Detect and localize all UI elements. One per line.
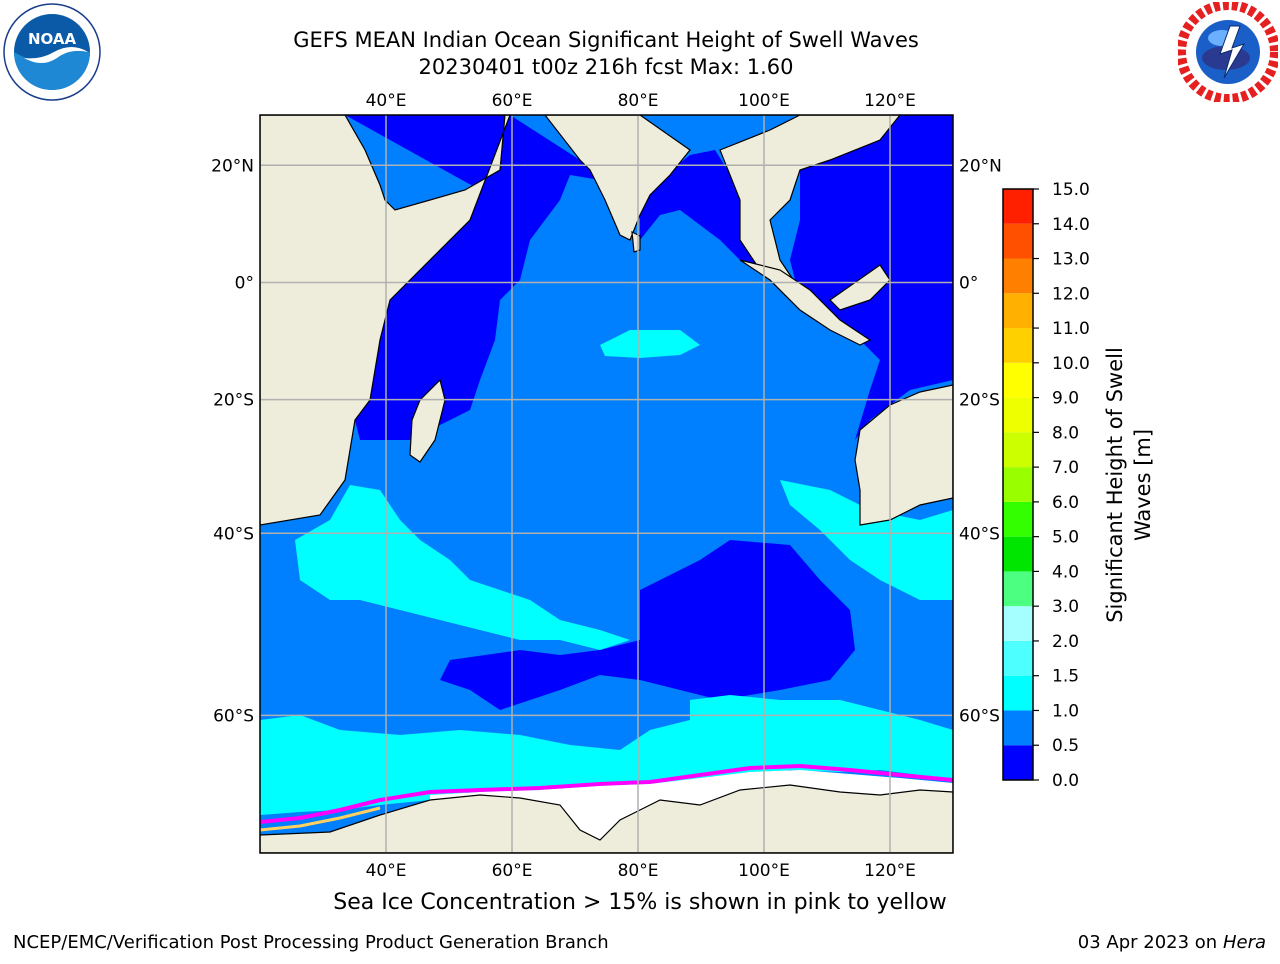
colorbar-swatch xyxy=(1003,536,1033,572)
chart-title: GEFS MEAN Indian Ocean Significant Heigh… xyxy=(293,28,919,52)
sea-ice-edge xyxy=(260,763,953,824)
footer-date: 03 Apr 2023 on Hera xyxy=(1078,932,1266,953)
colorbar-tick-label: 0.0 xyxy=(1052,771,1079,791)
lon-label-bottom: 40°E xyxy=(366,861,407,881)
colorbar-label-line1: Significant Height of Swell xyxy=(1103,347,1127,623)
lon-label-bottom: 80°E xyxy=(618,861,659,881)
sea-ice-caption: Sea Ice Concentration > 15% is shown in … xyxy=(333,890,947,915)
lon-label-bottom: 60°E xyxy=(492,861,533,881)
colorbar-swatch xyxy=(1003,397,1033,433)
lat-label-right: 20°S xyxy=(959,391,1000,411)
calm-region-bay-of-bengal xyxy=(640,150,770,280)
colorbar-swatch xyxy=(1003,745,1033,780)
lat-label-right: 20°N xyxy=(959,156,1002,176)
noaa-logo: NOAA xyxy=(3,3,101,101)
colorbar-tick-label: 10.0 xyxy=(1052,354,1090,374)
lon-label-top: 40°E xyxy=(366,91,407,111)
colorbar-tick-label: 1.0 xyxy=(1052,701,1079,721)
colorbar-label-line2: Waves [m] xyxy=(1131,429,1155,541)
colorbar-tick-label: 4.0 xyxy=(1052,562,1079,582)
colorbar-tick-label: 5.0 xyxy=(1052,528,1079,548)
land-australia xyxy=(854,384,953,526)
swell-region-central xyxy=(600,330,700,358)
nws-logo xyxy=(1178,2,1278,102)
colorbar-tick-label: 3.0 xyxy=(1052,597,1079,617)
footer-host: Hera xyxy=(1222,932,1266,953)
map-frame xyxy=(259,114,954,854)
lat-label-left: 20°S xyxy=(213,391,254,411)
colorbar: 0.0 0.5 1.0 1.5 2.0 3.0 4.0 5.0 6.0 7.0 8.0 9.0 10.0… xyxy=(1002,180,1090,791)
lat-label-right: 0° xyxy=(959,273,978,293)
swell-region-southwest xyxy=(295,485,630,650)
lon-label-bottom: 120°E xyxy=(864,861,916,881)
colorbar-tick-label: 1.5 xyxy=(1052,667,1079,687)
colorbar-tick-label: 8.0 xyxy=(1052,423,1079,443)
colorbar-tick-label: 15.0 xyxy=(1052,180,1090,200)
swell-region-east xyxy=(780,480,953,600)
colorbar-swatch xyxy=(1003,606,1033,641)
land-sumatra-borneo xyxy=(739,259,891,346)
lat-label-left: 20°N xyxy=(211,156,254,176)
sea-ice-yellow xyxy=(260,806,381,832)
lon-labels-bottom: 40°E 60°E 80°E 100°E 120°E xyxy=(366,861,916,881)
colorbar-tick-label: 13.0 xyxy=(1052,250,1090,270)
land-madagascar xyxy=(409,378,446,463)
lat-label-left: 40°S xyxy=(213,524,254,544)
lon-label-top: 100°E xyxy=(738,91,790,111)
colorbar-frame xyxy=(1002,188,1034,781)
land-india xyxy=(544,115,691,241)
colorbar-swatch xyxy=(1003,571,1033,607)
calm-region-arabian-sea xyxy=(345,115,600,440)
lon-labels-top: 40°E 60°E 80°E 100°E 120°E xyxy=(366,91,916,111)
colorbar-swatch xyxy=(1003,328,1033,363)
lat-label-right: 40°S xyxy=(959,524,1000,544)
map-gridlines xyxy=(260,115,953,853)
colorbar-swatch xyxy=(1003,293,1033,329)
lon-label-top: 80°E xyxy=(618,91,659,111)
lat-labels-left: 20°N 0° 20°S 40°S 60°S xyxy=(211,156,254,726)
colorbar-swatch xyxy=(1003,640,1033,676)
colorbar-tick-label: 7.0 xyxy=(1052,458,1079,478)
colorbar-swatch xyxy=(1003,223,1033,259)
lat-label-left: 0° xyxy=(235,273,254,293)
colorbar-swatch xyxy=(1003,501,1033,537)
footer-date-text: 03 Apr 2023 on xyxy=(1077,932,1223,953)
colorbar-swatch xyxy=(1003,432,1033,468)
colorbar-swatch xyxy=(1003,675,1033,711)
swell-region-southern-band xyxy=(260,695,953,815)
chart-subtitle: 20230401 t00z 216h fcst Max: 1.60 xyxy=(418,55,794,79)
lat-label-left: 60°S xyxy=(213,706,254,726)
land-southeast-asia xyxy=(719,115,901,301)
land-antarctica xyxy=(260,784,953,853)
colorbar-tick-label: 2.0 xyxy=(1052,632,1079,652)
lat-label-right: 60°S xyxy=(959,706,1000,726)
colorbar-swatch xyxy=(1003,362,1033,398)
calm-region-south xyxy=(440,540,855,710)
land-africa xyxy=(260,115,511,526)
lon-label-bottom: 100°E xyxy=(738,861,790,881)
colorbar-swatch xyxy=(1003,258,1033,294)
colorbar-tick-label: 6.0 xyxy=(1052,493,1079,513)
lat-labels-right: 20°N 0° 20°S 40°S 60°S xyxy=(959,156,1002,726)
land-sri-lanka xyxy=(631,230,641,253)
colorbar-tick-label: 0.5 xyxy=(1052,736,1079,756)
noaa-logo-text: NOAA xyxy=(28,30,77,48)
colorbar-tick-label: 9.0 xyxy=(1052,389,1079,409)
colorbar-swatch xyxy=(1003,189,1033,224)
colorbar-swatch xyxy=(1003,467,1033,502)
colorbar-tick-label: 14.0 xyxy=(1052,215,1090,235)
colorbar-swatch xyxy=(1003,710,1033,746)
lon-label-top: 120°E xyxy=(864,91,916,111)
lon-label-top: 60°E xyxy=(492,91,533,111)
colorbar-tick-label: 12.0 xyxy=(1052,284,1090,304)
colorbar-tick-label: 11.0 xyxy=(1052,319,1090,339)
footer-credit: NCEP/EMC/Verification Post Processing Pr… xyxy=(13,932,609,953)
